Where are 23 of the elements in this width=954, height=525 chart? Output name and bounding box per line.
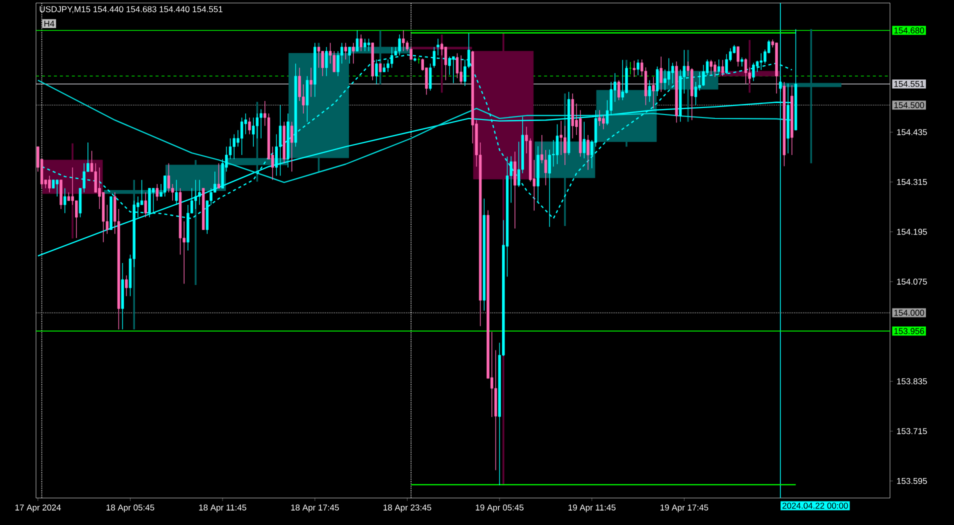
text: 2024.04.22 00:00 [782,502,848,509]
ref-line-label: 154.680 [894,27,924,34]
y-tick-label: 153.715 [897,428,927,434]
x-tick-label: 19 Apr 05:45 [476,504,524,512]
x-tick-label: 19 Apr 11:45 [568,504,616,512]
y-tick-label: 154.315 [897,178,927,185]
y-tick-label: 154.195 [897,228,927,235]
y-tick-label: 153.835 [897,378,927,384]
y-tick-label: 153.595 [897,478,927,484]
y-tick-label: 154.075 [897,278,927,285]
x-tick-label: 17 Apr 2024 [15,504,61,512]
x-tick-label: 18 Apr 05:45 [106,504,154,512]
ref-line-label: 154.551 [894,81,924,87]
ref-line-label: 154.000 [894,310,924,316]
ref-line-label: 153.956 [894,328,924,334]
x-tick-label: 18 Apr 17:45 [291,504,339,512]
chart-title: USDJPY,M15 154.440 154.683 154.440 154.551 [40,6,222,14]
y-tick-label: 154.435 [897,129,927,136]
annotation: H4 [44,20,54,27]
ref-line-label: 154.500 [894,102,924,108]
x-tick-label: 19 Apr 17:45 [660,504,708,512]
x-tick-label: 18 Apr 11:45 [199,504,246,512]
x-tick-label: 18 Apr 23:45 [384,504,432,512]
